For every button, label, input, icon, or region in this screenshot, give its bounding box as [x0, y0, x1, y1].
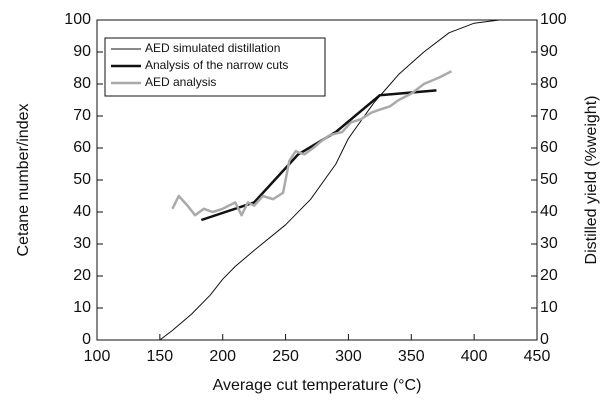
- y-tick-label: 10: [73, 299, 91, 316]
- y2-tick-label: 70: [540, 107, 558, 124]
- y-tick-label: 20: [73, 267, 91, 284]
- y-tick-label: 0: [82, 331, 91, 348]
- legend-label: AED simulated distillation: [145, 41, 280, 55]
- y-tick-label: 30: [73, 235, 91, 252]
- y2-tick-label: 80: [540, 75, 558, 92]
- legend-box: [104, 37, 326, 97]
- y2-tick-label: 10: [540, 299, 558, 316]
- y-tick-label: 100: [64, 11, 91, 28]
- y2-tick-label: 30: [540, 235, 558, 252]
- x-axis-title: Average cut temperature (°C): [213, 377, 422, 394]
- y-tick-label: 70: [73, 107, 91, 124]
- y-axis-title: Cetane number/index: [15, 104, 32, 257]
- y2-tick-label: 0: [540, 331, 549, 348]
- x-tick-label: 200: [209, 348, 236, 365]
- y2-tick-label: 20: [540, 267, 558, 284]
- y2-tick-label: 100: [540, 11, 567, 28]
- y2-tick-label: 90: [540, 43, 558, 60]
- x-tick-label: 450: [524, 348, 551, 365]
- legend-label: Analysis of the narrow cuts: [145, 58, 288, 72]
- series-line: [171, 70, 453, 217]
- x-tick-label: 350: [398, 348, 425, 365]
- y-tick-label: 50: [73, 171, 91, 188]
- y2-tick-label: 60: [540, 139, 558, 156]
- y2-tick-label: 40: [540, 203, 558, 220]
- y-tick-label: 90: [73, 43, 91, 60]
- legend-label: AED analysis: [145, 75, 216, 89]
- y2-tick-label: 50: [540, 171, 558, 188]
- y-tick-label: 60: [73, 139, 91, 156]
- y-tick-label: 80: [73, 75, 91, 92]
- x-tick-label: 250: [272, 348, 299, 365]
- x-tick-label: 300: [335, 348, 362, 365]
- series-line: [200, 89, 437, 222]
- x-tick-label: 100: [84, 348, 111, 365]
- y2-axis-title: Distilled yield (%weight): [583, 96, 600, 265]
- x-tick-label: 400: [461, 348, 488, 365]
- series-line: [159, 19, 500, 341]
- y-tick-label: 40: [73, 203, 91, 220]
- x-tick-label: 150: [147, 348, 174, 365]
